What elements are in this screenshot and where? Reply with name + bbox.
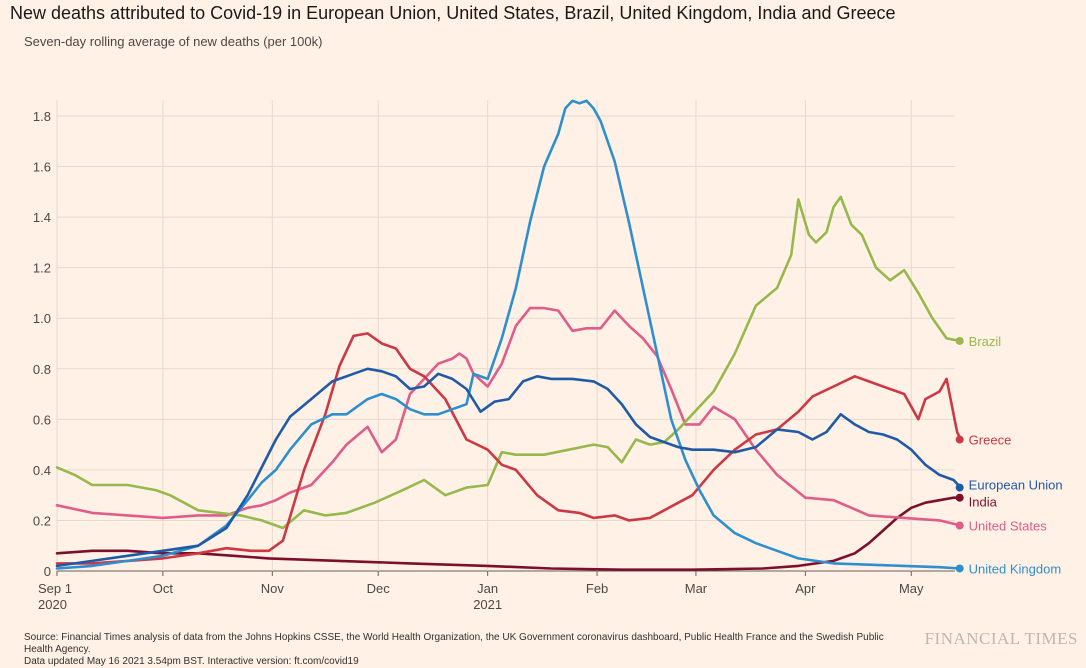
series-end-dot xyxy=(955,564,964,573)
y-tick-label: 1.6 xyxy=(33,160,51,175)
series-end-dot xyxy=(955,435,964,444)
y-tick-label: 1.0 xyxy=(33,311,51,326)
brand-logo: FINANCIAL TIMES xyxy=(924,629,1078,648)
chart-title: New deaths attributed to Covid-19 in Eur… xyxy=(10,3,896,23)
x-tick-label: Apr xyxy=(795,581,816,596)
source-note: Source: Financial Times analysis of data… xyxy=(24,632,884,655)
update-note: Data updated May 16 2021 3.54pm BST. Int… xyxy=(24,656,359,667)
series-label-india: India xyxy=(969,495,998,510)
series-end-dot xyxy=(955,336,964,345)
y-tick-label: 0.8 xyxy=(33,362,51,377)
series-label-united-kingdom: United Kingdom xyxy=(969,561,1061,576)
gridlines xyxy=(56,100,955,572)
x-tick-label: Nov xyxy=(261,581,285,596)
x-tick-label: Jan xyxy=(477,581,498,596)
series-line-brazil xyxy=(55,195,963,530)
y-tick-label: 1.2 xyxy=(33,261,51,276)
series-lines xyxy=(55,99,963,572)
series-end-labels: Brazil Greece European Union India United St… xyxy=(955,334,1063,576)
chart-subtitle: Seven-day rolling average of new deaths … xyxy=(24,34,323,49)
series-label-united-states: United States xyxy=(969,518,1048,533)
x-tick-year-label: 2021 xyxy=(473,597,502,612)
series-end-dot xyxy=(955,521,964,530)
x-tick-label: Oct xyxy=(153,581,174,596)
series-line-european-union xyxy=(55,367,963,568)
x-tick-label: May xyxy=(899,581,924,596)
series-label-greece: Greece xyxy=(969,433,1012,448)
series-line-greece xyxy=(55,332,963,565)
y-tick-label: 0 xyxy=(44,564,51,579)
chart-footer: Source: Financial Times analysis of data… xyxy=(24,632,884,668)
x-tick-label: Sep 1 xyxy=(38,581,72,596)
y-tick-label: 1.4 xyxy=(33,210,51,225)
x-tick-year-label: 2020 xyxy=(38,597,67,612)
y-tick-label: 0.4 xyxy=(33,463,51,478)
x-tick-label: Mar xyxy=(685,581,708,596)
x-tick-label: Feb xyxy=(586,581,608,596)
series-line-united-kingdom xyxy=(55,99,963,570)
y-tick-label: 1.8 xyxy=(33,109,51,124)
series-end-dot xyxy=(955,483,964,492)
series-line-united-states xyxy=(55,306,963,527)
x-tick-label: Dec xyxy=(367,581,391,596)
series-end-dot xyxy=(955,493,964,502)
series-label-brazil: Brazil xyxy=(969,334,1002,349)
series-label-european-union: European Union xyxy=(969,478,1063,493)
y-tick-label: 0.6 xyxy=(33,412,51,427)
y-tick-label: 0.2 xyxy=(33,513,51,528)
